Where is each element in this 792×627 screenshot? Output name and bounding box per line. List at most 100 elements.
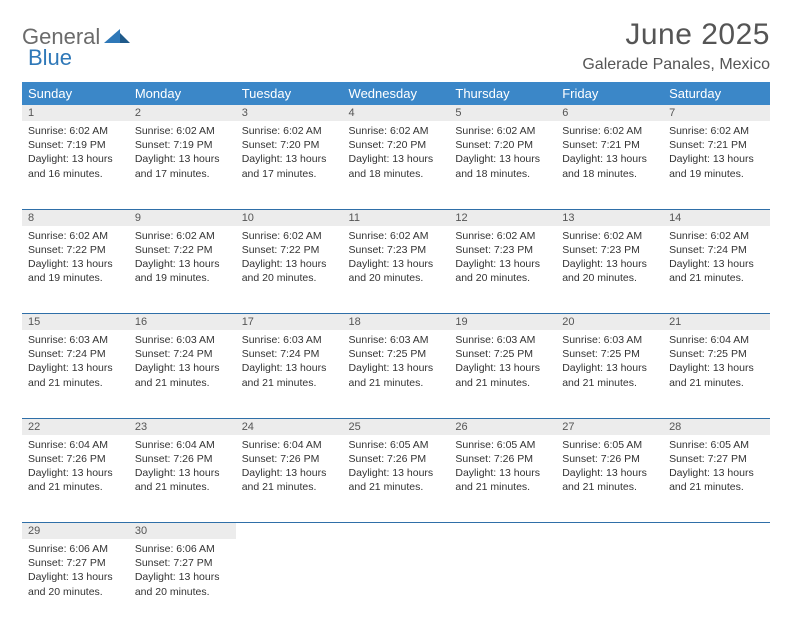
- day-content: Sunrise: 6:03 AMSunset: 7:25 PMDaylight:…: [556, 330, 663, 396]
- sunset-line: Sunset: 7:19 PM: [135, 138, 230, 152]
- sunset-line: Sunset: 7:22 PM: [242, 243, 337, 257]
- day-content: Sunrise: 6:04 AMSunset: 7:25 PMDaylight:…: [663, 330, 770, 396]
- daylight-line: Daylight: 13 hours and 21 minutes.: [669, 257, 764, 285]
- day-number-cell: 16: [129, 314, 236, 331]
- sunrise-line: Sunrise: 6:06 AM: [28, 542, 123, 556]
- daylight-line: Daylight: 13 hours and 20 minutes.: [455, 257, 550, 285]
- day-number-cell: 22: [22, 418, 129, 435]
- day-content: Sunrise: 6:04 AMSunset: 7:26 PMDaylight:…: [236, 435, 343, 501]
- sunrise-line: Sunrise: 6:04 AM: [28, 438, 123, 452]
- sunset-line: Sunset: 7:22 PM: [28, 243, 123, 257]
- week-row: Sunrise: 6:06 AMSunset: 7:27 PMDaylight:…: [22, 539, 770, 627]
- sunrise-line: Sunrise: 6:02 AM: [242, 229, 337, 243]
- day-number-cell: 12: [449, 209, 556, 226]
- sunrise-line: Sunrise: 6:05 AM: [562, 438, 657, 452]
- weekday-header: Wednesday: [343, 82, 450, 105]
- sunrise-line: Sunrise: 6:02 AM: [242, 124, 337, 138]
- day-cell: Sunrise: 6:02 AMSunset: 7:24 PMDaylight:…: [663, 226, 770, 314]
- sunrise-line: Sunrise: 6:04 AM: [135, 438, 230, 452]
- sunset-line: Sunset: 7:26 PM: [455, 452, 550, 466]
- day-number-cell: 30: [129, 523, 236, 540]
- weekday-header-row: Sunday Monday Tuesday Wednesday Thursday…: [22, 82, 770, 105]
- day-number-cell: 13: [556, 209, 663, 226]
- sunrise-line: Sunrise: 6:05 AM: [669, 438, 764, 452]
- day-content: Sunrise: 6:02 AMSunset: 7:21 PMDaylight:…: [556, 121, 663, 187]
- day-number-cell: [343, 523, 450, 540]
- sunset-line: Sunset: 7:26 PM: [28, 452, 123, 466]
- day-number-cell: 11: [343, 209, 450, 226]
- day-number-cell: 18: [343, 314, 450, 331]
- day-content: Sunrise: 6:03 AMSunset: 7:25 PMDaylight:…: [449, 330, 556, 396]
- daylight-line: Daylight: 13 hours and 21 minutes.: [669, 361, 764, 389]
- day-number-cell: 14: [663, 209, 770, 226]
- daylight-line: Daylight: 13 hours and 21 minutes.: [242, 361, 337, 389]
- sunrise-line: Sunrise: 6:02 AM: [135, 229, 230, 243]
- day-cell: Sunrise: 6:03 AMSunset: 7:25 PMDaylight:…: [343, 330, 450, 418]
- sunrise-line: Sunrise: 6:06 AM: [135, 542, 230, 556]
- sunset-line: Sunset: 7:19 PM: [28, 138, 123, 152]
- daylight-line: Daylight: 13 hours and 21 minutes.: [349, 466, 444, 494]
- sunrise-line: Sunrise: 6:02 AM: [349, 229, 444, 243]
- day-cell: Sunrise: 6:04 AMSunset: 7:26 PMDaylight:…: [236, 435, 343, 523]
- week-row: Sunrise: 6:02 AMSunset: 7:22 PMDaylight:…: [22, 226, 770, 314]
- logo-text-blue: Blue: [28, 45, 72, 70]
- day-content: Sunrise: 6:05 AMSunset: 7:26 PMDaylight:…: [556, 435, 663, 501]
- daylight-line: Daylight: 13 hours and 17 minutes.: [135, 152, 230, 180]
- week-row: Sunrise: 6:02 AMSunset: 7:19 PMDaylight:…: [22, 121, 770, 209]
- daylight-line: Daylight: 13 hours and 21 minutes.: [562, 466, 657, 494]
- sunset-line: Sunset: 7:25 PM: [349, 347, 444, 361]
- day-number-cell: 17: [236, 314, 343, 331]
- sunrise-line: Sunrise: 6:02 AM: [455, 229, 550, 243]
- sunset-line: Sunset: 7:20 PM: [455, 138, 550, 152]
- sunset-line: Sunset: 7:25 PM: [562, 347, 657, 361]
- daylight-line: Daylight: 13 hours and 19 minutes.: [669, 152, 764, 180]
- daylight-line: Daylight: 13 hours and 21 minutes.: [135, 361, 230, 389]
- sunset-line: Sunset: 7:26 PM: [135, 452, 230, 466]
- title-block: June 2025 Galerade Panales, Mexico: [582, 18, 770, 74]
- day-number-cell: 8: [22, 209, 129, 226]
- day-cell: Sunrise: 6:02 AMSunset: 7:22 PMDaylight:…: [129, 226, 236, 314]
- daylight-line: Daylight: 13 hours and 19 minutes.: [135, 257, 230, 285]
- day-content: Sunrise: 6:04 AMSunset: 7:26 PMDaylight:…: [129, 435, 236, 501]
- day-number-cell: 19: [449, 314, 556, 331]
- day-cell: [663, 539, 770, 627]
- day-content: Sunrise: 6:05 AMSunset: 7:27 PMDaylight:…: [663, 435, 770, 501]
- sunrise-line: Sunrise: 6:03 AM: [562, 333, 657, 347]
- day-number-cell: 24: [236, 418, 343, 435]
- daylight-line: Daylight: 13 hours and 20 minutes.: [28, 570, 123, 598]
- sunrise-line: Sunrise: 6:05 AM: [349, 438, 444, 452]
- day-number-cell: 7: [663, 105, 770, 121]
- day-number-row: 1234567: [22, 105, 770, 121]
- day-cell: [556, 539, 663, 627]
- day-number-cell: 3: [236, 105, 343, 121]
- day-cell: Sunrise: 6:03 AMSunset: 7:25 PMDaylight:…: [556, 330, 663, 418]
- daylight-line: Daylight: 13 hours and 16 minutes.: [28, 152, 123, 180]
- sunrise-line: Sunrise: 6:03 AM: [28, 333, 123, 347]
- daylight-line: Daylight: 13 hours and 20 minutes.: [242, 257, 337, 285]
- day-number-cell: 2: [129, 105, 236, 121]
- day-content: Sunrise: 6:02 AMSunset: 7:22 PMDaylight:…: [129, 226, 236, 292]
- sunrise-line: Sunrise: 6:02 AM: [562, 229, 657, 243]
- day-cell: Sunrise: 6:02 AMSunset: 7:20 PMDaylight:…: [449, 121, 556, 209]
- day-number-row: 15161718192021: [22, 314, 770, 331]
- weekday-header: Tuesday: [236, 82, 343, 105]
- day-number-cell: 21: [663, 314, 770, 331]
- day-cell: Sunrise: 6:04 AMSunset: 7:26 PMDaylight:…: [22, 435, 129, 523]
- sunset-line: Sunset: 7:24 PM: [669, 243, 764, 257]
- day-cell: Sunrise: 6:02 AMSunset: 7:20 PMDaylight:…: [236, 121, 343, 209]
- day-content: Sunrise: 6:02 AMSunset: 7:22 PMDaylight:…: [236, 226, 343, 292]
- daylight-line: Daylight: 13 hours and 17 minutes.: [242, 152, 337, 180]
- day-content: Sunrise: 6:05 AMSunset: 7:26 PMDaylight:…: [343, 435, 450, 501]
- daylight-line: Daylight: 13 hours and 21 minutes.: [562, 361, 657, 389]
- daylight-line: Daylight: 13 hours and 20 minutes.: [562, 257, 657, 285]
- day-cell: Sunrise: 6:02 AMSunset: 7:23 PMDaylight:…: [449, 226, 556, 314]
- daylight-line: Daylight: 13 hours and 18 minutes.: [349, 152, 444, 180]
- day-cell: Sunrise: 6:02 AMSunset: 7:19 PMDaylight:…: [22, 121, 129, 209]
- daylight-line: Daylight: 13 hours and 19 minutes.: [28, 257, 123, 285]
- location: Galerade Panales, Mexico: [582, 56, 770, 74]
- sunset-line: Sunset: 7:21 PM: [562, 138, 657, 152]
- sunset-line: Sunset: 7:25 PM: [455, 347, 550, 361]
- sunrise-line: Sunrise: 6:02 AM: [135, 124, 230, 138]
- sunset-line: Sunset: 7:26 PM: [562, 452, 657, 466]
- day-number-cell: [556, 523, 663, 540]
